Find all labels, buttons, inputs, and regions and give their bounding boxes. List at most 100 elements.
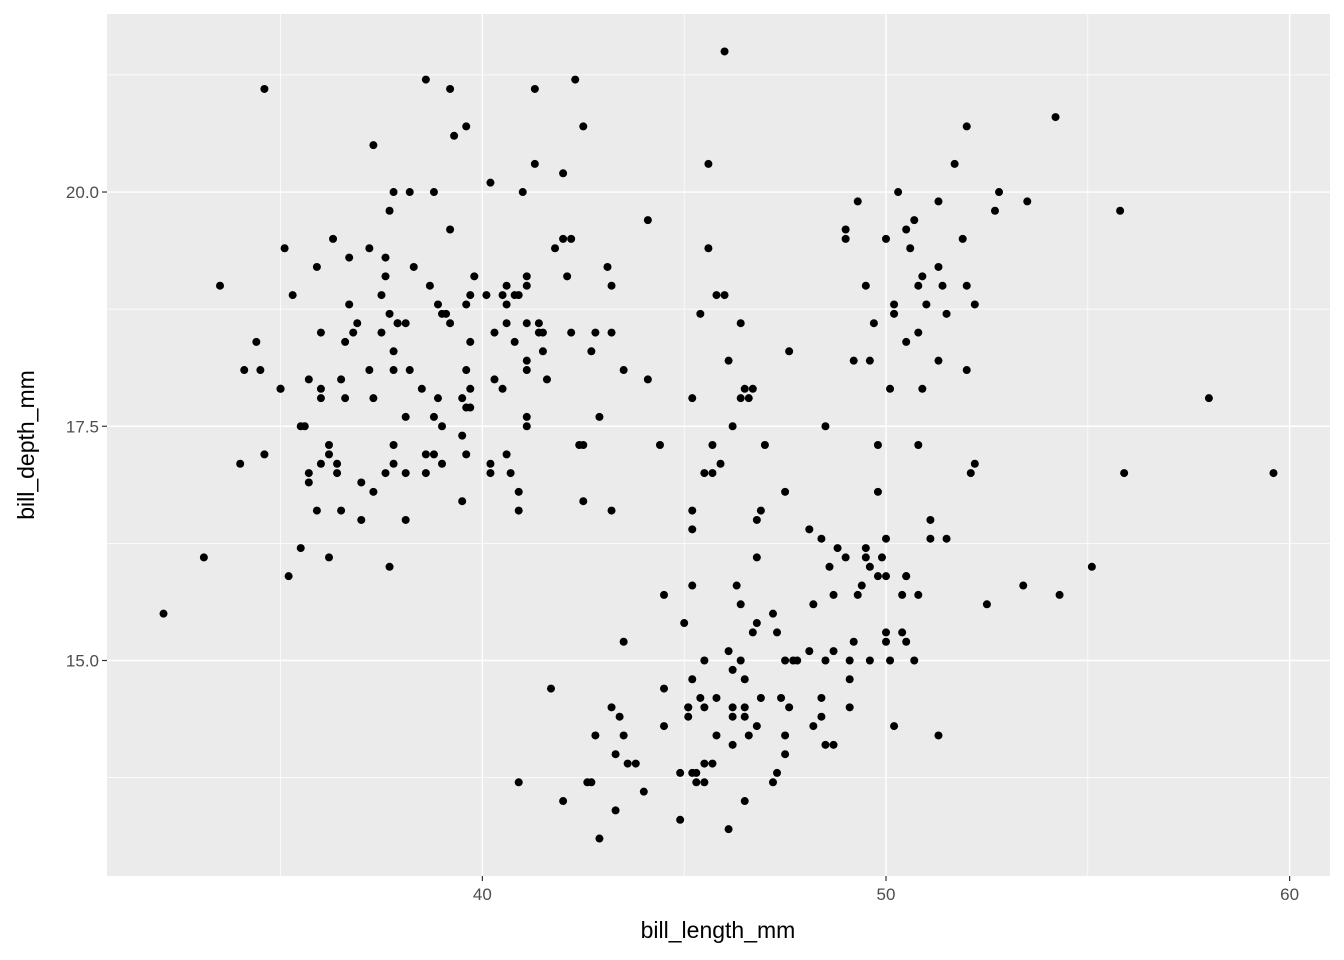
data-point [655,441,664,449]
data-point [894,188,903,197]
data-point [886,384,895,393]
data-point [385,206,394,215]
data-point [607,328,616,337]
data-point [538,347,547,356]
data-point [639,787,648,796]
data-point [643,216,652,225]
data-point [462,366,471,375]
data-point [744,394,753,403]
data-point [728,665,737,674]
data-point [720,291,729,300]
data-point [365,244,374,253]
data-point [700,759,709,768]
data-point [470,272,479,281]
data-point [873,441,882,449]
data-point [934,731,943,740]
data-point [724,356,733,365]
data-point [995,188,1004,197]
data-point [821,422,830,431]
data-point [882,534,891,543]
data-point [377,328,386,337]
data-point [845,703,854,712]
data-point [752,722,761,731]
data-point [643,375,652,384]
data-point [688,525,697,534]
data-point [450,131,459,140]
y-axis-ticks: 15.0 17.5 20.0 [66,183,107,671]
data-point [619,731,628,740]
major-gridlines [107,14,1330,876]
data-point [756,693,765,702]
data-point [740,384,749,393]
data-point [700,656,709,665]
data-point [918,384,927,393]
data-point [389,188,398,197]
data-point [1120,469,1129,478]
data-point [914,328,923,337]
data-point [902,637,911,646]
data-point [962,281,971,290]
data-point [381,272,390,281]
data-point [458,431,467,440]
data-point [276,384,285,393]
data-point [720,47,729,56]
data-point [716,459,725,468]
data-point [551,244,560,253]
minor-gridlines [107,14,1330,876]
data-point [886,656,895,665]
data-point [579,122,588,131]
x-tick-label: 50 [877,885,896,904]
data-point [708,441,717,449]
data-point [857,581,866,590]
data-point [781,487,790,496]
data-point [825,562,834,571]
data-point [377,291,386,300]
data-point [752,619,761,628]
data-point [744,731,753,740]
data-point [910,656,919,665]
data-point [728,740,737,749]
data-point [696,309,705,318]
data-point [768,778,777,787]
data-point [684,703,693,712]
data-point [688,581,697,590]
data-point [389,366,398,375]
data-point [458,497,467,506]
data-point [236,459,245,468]
data-point [401,515,410,524]
data-point [849,637,858,646]
data-point [357,515,366,524]
data-point [369,141,378,150]
data-point [546,684,555,693]
data-point [353,319,362,328]
data-point [708,759,717,768]
data-point [333,459,342,468]
data-point [486,178,495,187]
data-point [312,506,321,515]
data-point [341,394,350,403]
data-point [393,319,402,328]
data-point [341,337,350,346]
data-point [615,712,624,721]
data-point [587,778,596,787]
data-point [316,459,325,468]
data-point [563,272,572,281]
data-point [700,469,709,478]
data-point [760,441,769,449]
data-point [676,815,685,824]
data-point [962,122,971,131]
data-point [438,459,447,468]
data-point [446,225,455,234]
data-point [926,515,935,524]
data-point [877,553,886,562]
data-point [942,309,951,318]
data-point [970,300,979,309]
data-point [252,337,261,346]
data-point [1116,206,1125,215]
data-point [902,572,911,581]
data-point [768,609,777,618]
data-point [316,384,325,393]
data-point [781,656,790,665]
data-point [438,422,447,431]
data-point [898,590,907,599]
